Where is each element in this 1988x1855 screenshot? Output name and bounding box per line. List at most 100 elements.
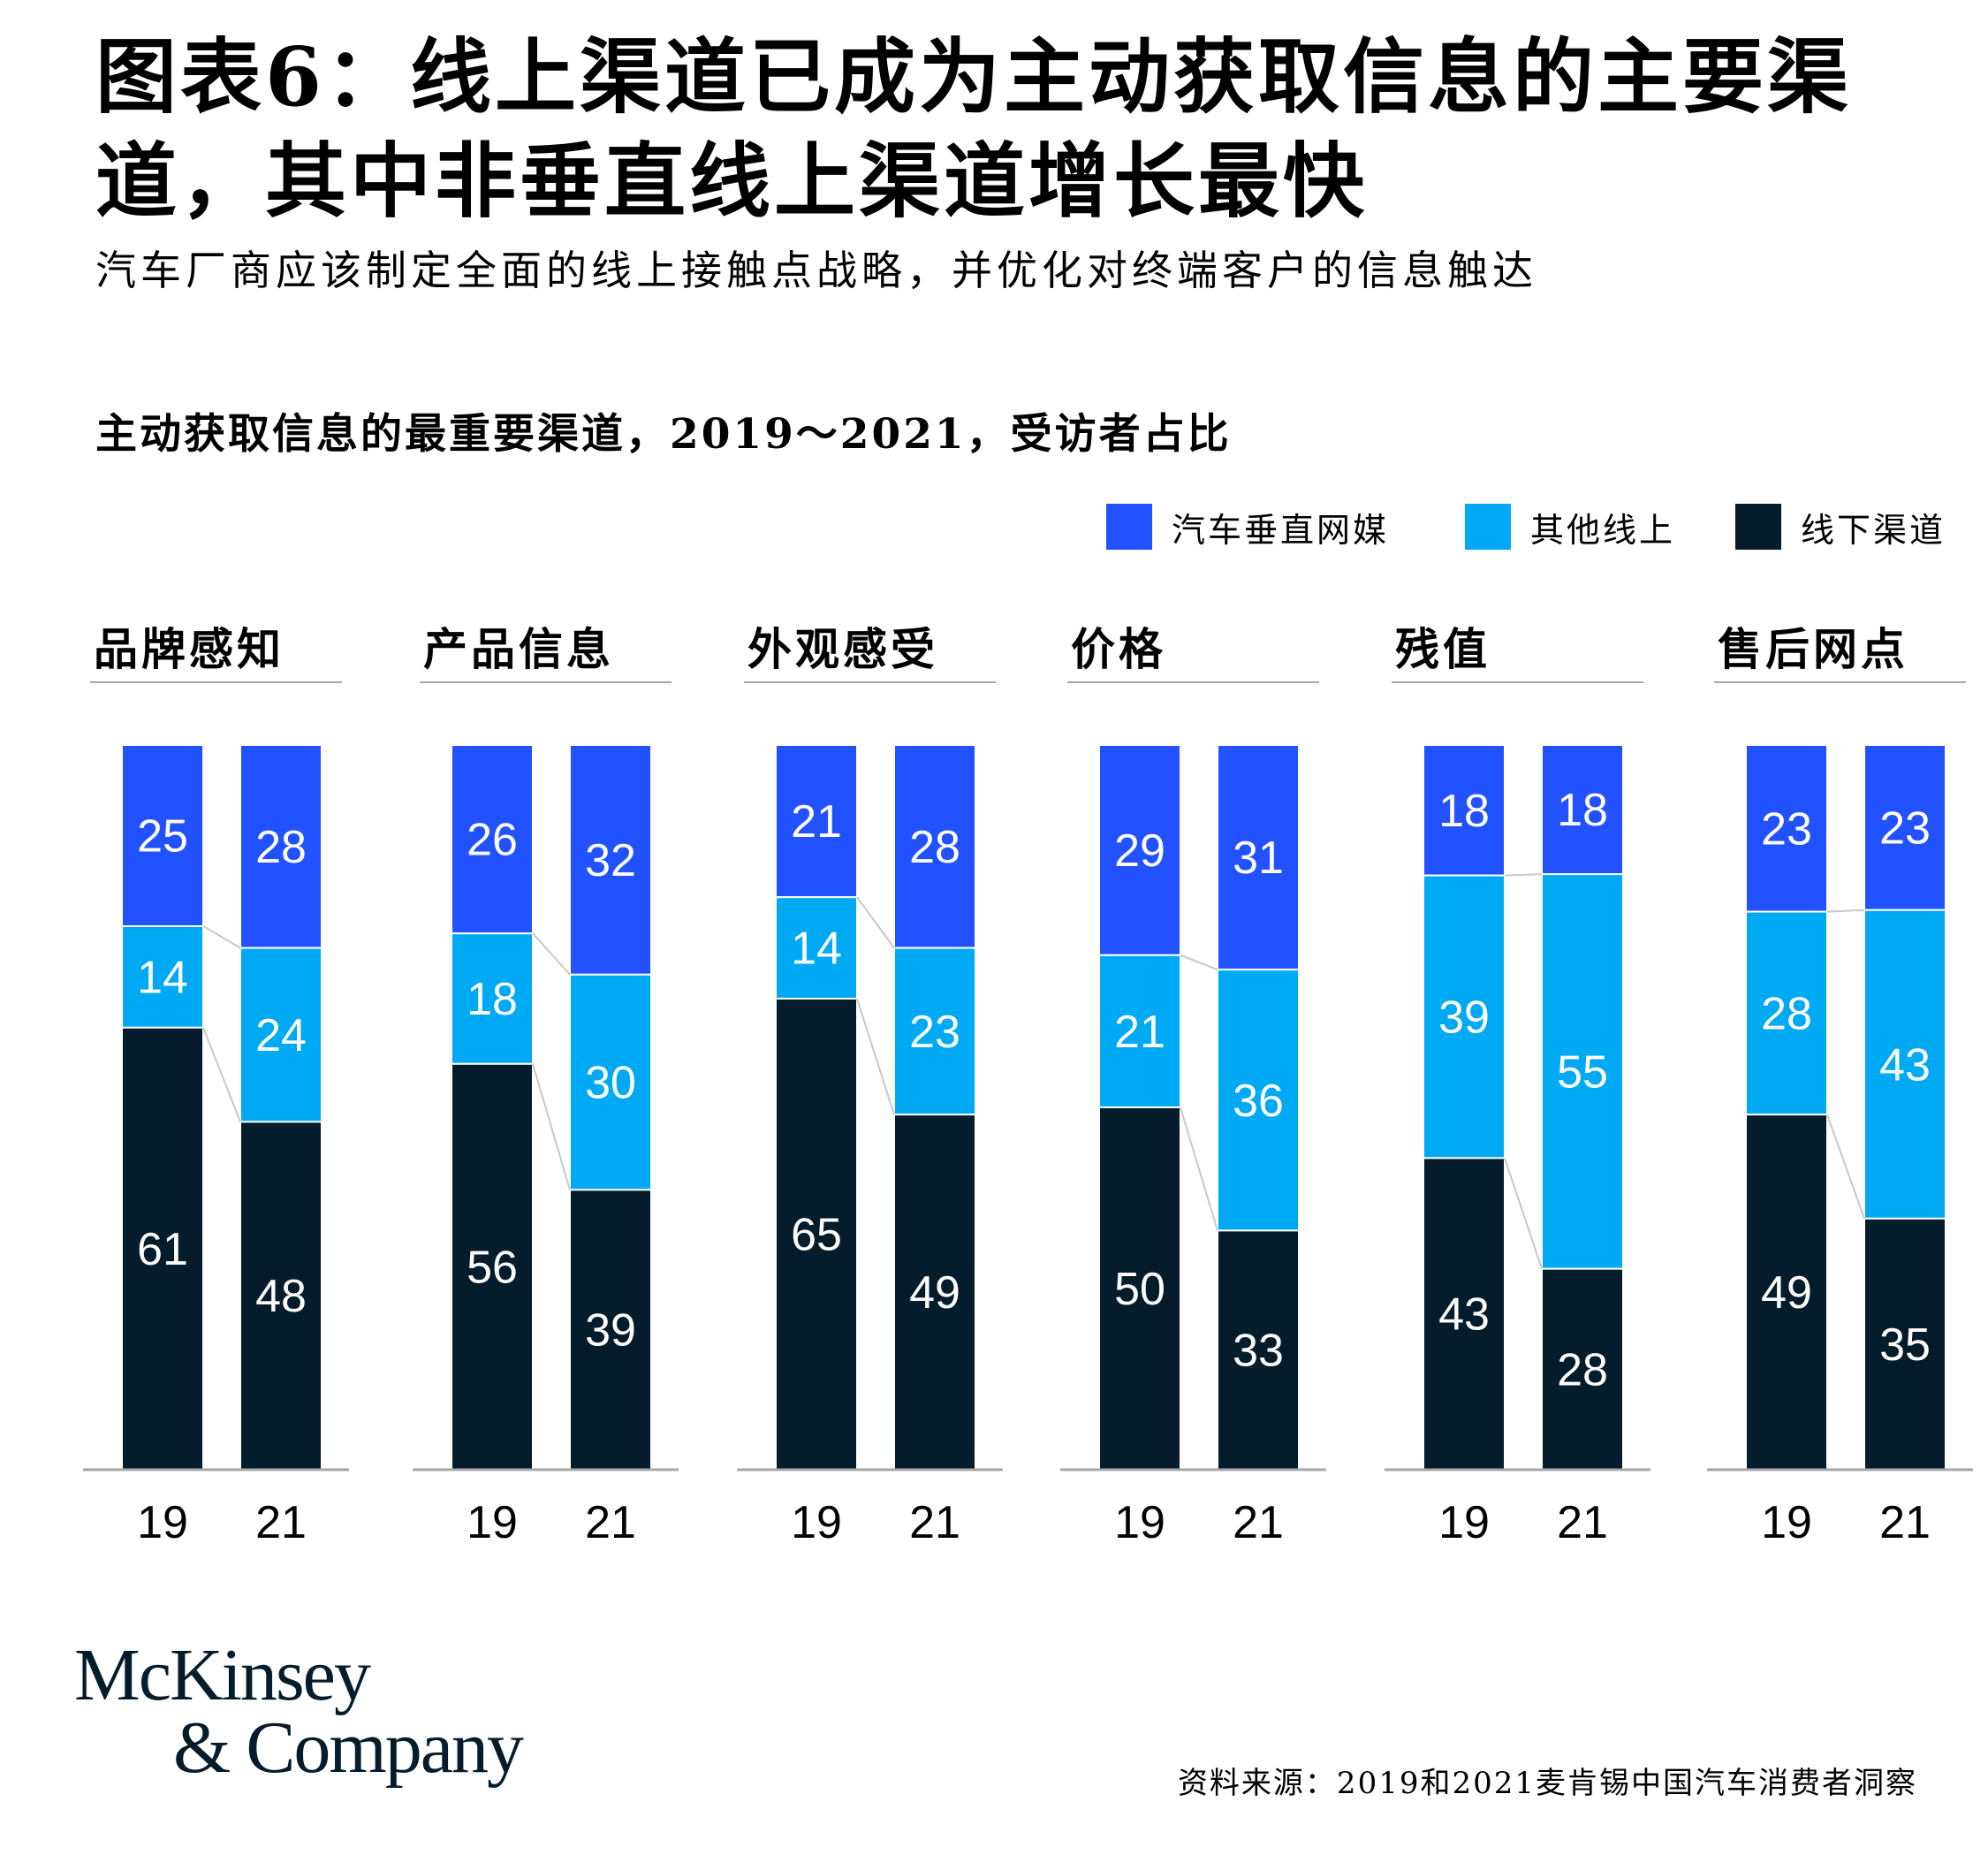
bar-segment [893,1114,976,1471]
x-tick-label: 21 [255,1497,307,1548]
connector-line [202,925,241,949]
x-tick-label: 21 [1233,1497,1284,1548]
group-label: 品牌感知 [94,623,285,675]
connector-line [856,998,895,1115]
data-label: 35 [1879,1319,1931,1371]
data-label: 49 [909,1267,960,1319]
source-note: 资料来源：2019和2021麦肯锡中国汽车消费者洞察 [1177,1766,1917,1801]
bar-segment [1863,908,1946,1220]
bar-segment [1745,910,1828,1116]
x-tick-label: 21 [1557,1497,1608,1548]
data-label: 23 [909,1007,960,1058]
legend-item-other-online: 其他线上 [1465,502,1675,551]
data-label: 65 [791,1210,842,1261]
x-tick-label: 21 [1879,1497,1931,1548]
data-label: 33 [1233,1326,1284,1377]
connector-line [532,1063,571,1190]
connector-line [1180,954,1218,971]
page-subtitle: 汽车厂商应该制定全面的线上接触点战略，并优化对终端客户的信息触达 [95,247,1537,294]
data-label: 24 [255,1010,307,1061]
group-label: 残值 [1395,623,1491,675]
data-label: 18 [467,974,518,1025]
connector-line [532,932,571,976]
bar-segment [1863,744,1946,911]
bar-segment [1098,1106,1181,1471]
x-tick-label: 19 [791,1497,842,1548]
data-label: 43 [1438,1289,1490,1341]
data-label: 61 [137,1224,188,1275]
data-label: 21 [791,796,842,848]
bar-segment [239,1121,322,1471]
data-label: 18 [1557,785,1608,836]
bar-segment [1541,744,1624,876]
legend-swatch-offline [1735,504,1781,550]
data-label: 32 [585,835,636,886]
bar-segment [1541,1267,1624,1471]
x-tick-label: 19 [1114,1497,1165,1548]
data-label: 56 [467,1242,518,1293]
x-tick-label: 19 [137,1497,188,1548]
legend-swatch-vertical [1106,504,1152,550]
bar-segment [569,744,652,976]
legend-swatch-other-online [1465,504,1511,550]
bar-segment [239,947,322,1123]
group-label: 售后网点 [1718,623,1908,675]
x-tick-label: 21 [585,1497,636,1548]
data-label: 36 [1233,1076,1284,1127]
bar-segment [451,1062,534,1471]
data-label: 39 [1438,992,1490,1044]
data-label: 29 [1114,825,1165,877]
data-label: 28 [255,822,307,873]
bar-segment [1217,744,1300,971]
bar-segment [775,998,858,1471]
bar-segment [1863,1217,1946,1471]
data-label: 28 [1761,988,1812,1039]
x-tick-label: 21 [909,1497,960,1548]
data-label: 28 [1557,1344,1608,1395]
data-label: 49 [1761,1267,1812,1319]
bar-segment [1745,1114,1828,1471]
connector-line [856,896,895,949]
data-label: 14 [791,924,842,975]
data-label: 48 [255,1271,307,1322]
bar-segment [451,932,534,1065]
bar-segment [775,896,858,1000]
bar-segment [1745,744,1828,913]
data-label: 39 [585,1305,636,1357]
legend-item-vertical: 汽车垂直网媒 [1106,502,1389,551]
data-label: 21 [1114,1007,1165,1058]
connector-line [1504,873,1543,877]
bar-segment [239,744,322,949]
bar-segment [121,1026,204,1471]
group-label: 外观感受 [747,623,938,675]
stacked-bar-chart: 品牌感知 25 14 61 19 28 24 48 21 产品信息 26 18 56 19 32 30 39 21… [83,623,1973,1548]
data-label: 18 [1438,786,1490,837]
connector-line [1180,1106,1218,1231]
bar-segment [1423,874,1506,1159]
bar-segment [893,744,976,949]
connector-line [1826,1114,1865,1220]
data-label: 26 [467,815,518,866]
data-label: 30 [585,1058,636,1109]
x-tick-label: 19 [1438,1497,1490,1548]
bar-segment [1541,873,1624,1270]
bar-segment [569,973,652,1191]
x-tick-label: 19 [1761,1497,1812,1548]
bar-segment [893,947,976,1116]
legend-label-other-online: 其他线上 [1530,510,1676,550]
data-label: 23 [1761,803,1812,855]
data-label: 43 [1879,1039,1931,1091]
bar-segment [569,1189,652,1471]
data-label: 25 [137,811,188,863]
connector-line [1826,908,1865,913]
group-label: 产品信息 [423,623,614,675]
data-label: 31 [1233,832,1284,884]
legend-label-offline: 线下渠道 [1801,510,1946,550]
bar-segment [1423,1157,1506,1471]
legend-label-vertical: 汽车垂直网媒 [1172,510,1390,550]
chart-title: 主动获取信息的最重要渠道，2019～2021，受访者占比 [95,410,1232,459]
connector-line [1504,1158,1543,1269]
connector-line [202,1027,241,1122]
data-label: 28 [909,822,960,873]
logo-line-1: McKinsey [74,1634,371,1716]
